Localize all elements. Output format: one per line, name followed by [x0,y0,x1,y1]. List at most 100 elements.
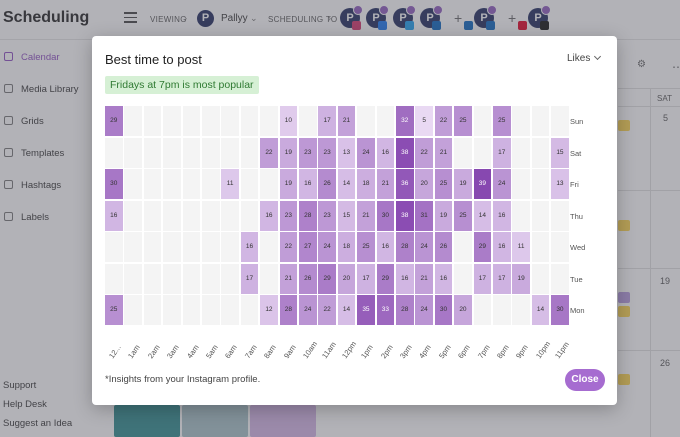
heatmap-cell-mon-2pm[interactable]: 33 [376,295,395,325]
heatmap-cell-wed-4am[interactable] [182,232,201,262]
heatmap-cell-sat-12am[interactable] [105,137,123,168]
heatmap-cell-mon-8pm[interactable] [493,295,511,325]
heatmap-cell-fri-2am[interactable] [143,169,162,199]
heatmap-cell-mon-7pm[interactable] [473,295,492,325]
sidebar-item-templates[interactable]: Templates [4,148,64,159]
heatmap-cell-thu-5am[interactable] [202,200,220,231]
heatmap-cell-sat-10am[interactable]: 23 [299,137,317,168]
heatmap-cell-sat-3pm[interactable]: 38 [396,137,414,168]
heatmap-cell-thu-8am[interactable]: 16 [260,200,278,231]
heatmap-cell-fri-2pm[interactable]: 21 [376,169,395,199]
heatmap-cell-thu-3am[interactable] [163,200,181,231]
heatmap-cell-wed-5am[interactable] [202,232,220,262]
heatmap-cell-sat-6am[interactable] [221,137,239,168]
heatmap-cell-fri-6am[interactable]: 11 [221,169,239,199]
heatmap-cell-mon-4am[interactable] [182,295,201,325]
heatmap-cell-thu-5pm[interactable]: 19 [434,200,453,231]
post-thumbnail[interactable] [250,405,316,437]
heatmap-cell-wed-6pm[interactable] [454,232,472,262]
heatmap-cell-thu-2am[interactable] [143,200,162,231]
close-button[interactable]: Close [565,369,605,391]
heatmap-cell-fri-12pm[interactable]: 14 [337,169,356,199]
heatmap-cell-sun-2pm[interactable] [376,106,395,136]
heatmap-cell-thu-11am[interactable]: 23 [318,200,336,231]
heatmap-cell-sun-6am[interactable] [221,106,239,136]
heatmap-cell-tue-9am[interactable]: 21 [279,263,298,294]
heatmap-cell-mon-11pm[interactable]: 30 [551,295,569,325]
heatmap-cell-tue-8am[interactable] [260,263,278,294]
hamburger-menu-icon[interactable] [124,12,137,23]
heatmap-cell-wed-12pm[interactable]: 18 [337,232,356,262]
heatmap-cell-sat-6pm[interactable] [454,137,472,168]
heatmap-cell-thu-4am[interactable] [182,200,201,231]
heatmap-cell-wed-5pm[interactable]: 26 [434,232,453,262]
heatmap-cell-fri-11pm[interactable]: 13 [551,169,569,199]
heatmap-cell-thu-2pm[interactable]: 30 [376,200,395,231]
heatmap-cell-tue-12am[interactable] [105,263,123,294]
post-chip[interactable] [618,292,630,303]
heatmap-cell-tue-12pm[interactable]: 20 [337,263,356,294]
heatmap-cell-fri-12am[interactable]: 30 [105,169,123,199]
heatmap-cell-mon-12pm[interactable]: 14 [337,295,356,325]
heatmap-cell-mon-10am[interactable]: 24 [299,295,317,325]
heatmap-cell-fri-8pm[interactable]: 24 [493,169,511,199]
heatmap-cell-tue-2am[interactable] [143,263,162,294]
heatmap-cell-thu-10pm[interactable] [531,200,550,231]
heatmap-cell-fri-3am[interactable] [163,169,181,199]
heatmap-cell-sun-4am[interactable] [182,106,201,136]
heatmap-cell-sun-10am[interactable] [299,106,317,136]
calendar-date[interactable]: 19 [660,276,671,286]
support-link[interactable]: Support [3,380,37,391]
heatmap-cell-sun-7pm[interactable] [473,106,492,136]
heatmap-cell-sun-9pm[interactable] [512,106,530,136]
heatmap-cell-mon-2am[interactable] [143,295,162,325]
heatmap-cell-fri-9am[interactable]: 19 [279,169,298,199]
heatmap-cell-mon-6pm[interactable]: 20 [454,295,472,325]
post-chip[interactable] [618,306,630,317]
heatmap-cell-fri-4pm[interactable]: 20 [415,169,433,199]
heatmap-cell-thu-3pm[interactable]: 38 [396,200,414,231]
heatmap-cell-wed-3am[interactable] [163,232,181,262]
heatmap-cell-tue-3am[interactable] [163,263,181,294]
add-account-icon[interactable]: + [508,10,517,26]
heatmap-cell-sat-4am[interactable] [182,137,201,168]
heatmap-cell-mon-8am[interactable]: 12 [260,295,278,325]
post-chip[interactable] [618,374,630,385]
heatmap-cell-tue-4am[interactable] [182,263,201,294]
heatmap-cell-tue-3pm[interactable]: 16 [396,263,414,294]
heatmap-cell-mon-6am[interactable] [221,295,239,325]
heatmap-cell-wed-1pm[interactable]: 25 [357,232,375,262]
heatmap-cell-mon-3pm[interactable]: 28 [396,295,414,325]
heatmap-cell-sun-8pm[interactable]: 25 [493,106,511,136]
heatmap-cell-thu-6pm[interactable]: 25 [454,200,472,231]
heatmap-cell-thu-12pm[interactable]: 15 [337,200,356,231]
brand-avatar[interactable]: P [197,10,214,27]
post-chip[interactable] [618,220,630,231]
heatmap-cell-thu-7am[interactable] [240,200,259,231]
heatmap-cell-sat-8pm[interactable]: 17 [493,137,511,168]
metric-dropdown[interactable]: Likes [567,52,602,64]
heatmap-cell-sun-7am[interactable] [240,106,259,136]
heatmap-cell-sun-5am[interactable] [202,106,220,136]
heatmap-cell-sun-1pm[interactable] [357,106,375,136]
sidebar-item-labels[interactable]: Labels [4,212,49,223]
heatmap-cell-fri-4am[interactable] [182,169,201,199]
heatmap-cell-fri-3pm[interactable]: 36 [396,169,414,199]
heatmap-cell-fri-11am[interactable]: 26 [318,169,336,199]
heatmap-cell-sun-6pm[interactable]: 25 [454,106,472,136]
suggest-idea-link[interactable]: Suggest an Idea [3,418,73,429]
heatmap-cell-tue-8pm[interactable]: 17 [493,263,511,294]
heatmap-cell-wed-6am[interactable] [221,232,239,262]
heatmap-cell-fri-9pm[interactable] [512,169,530,199]
heatmap-cell-sun-1am[interactable] [124,106,142,136]
heatmap-cell-fri-8am[interactable] [260,169,278,199]
heatmap-cell-thu-6am[interactable] [221,200,239,231]
heatmap-cell-sat-1am[interactable] [124,137,142,168]
heatmap-cell-fri-10am[interactable]: 16 [299,169,317,199]
heatmap-cell-sun-2am[interactable] [143,106,162,136]
heatmap-cell-tue-10pm[interactable] [531,263,550,294]
heatmap-cell-sun-10pm[interactable] [531,106,550,136]
heatmap-cell-tue-5am[interactable] [202,263,220,294]
heatmap-cell-mon-7am[interactable] [240,295,259,325]
heatmap-cell-wed-3pm[interactable]: 28 [396,232,414,262]
